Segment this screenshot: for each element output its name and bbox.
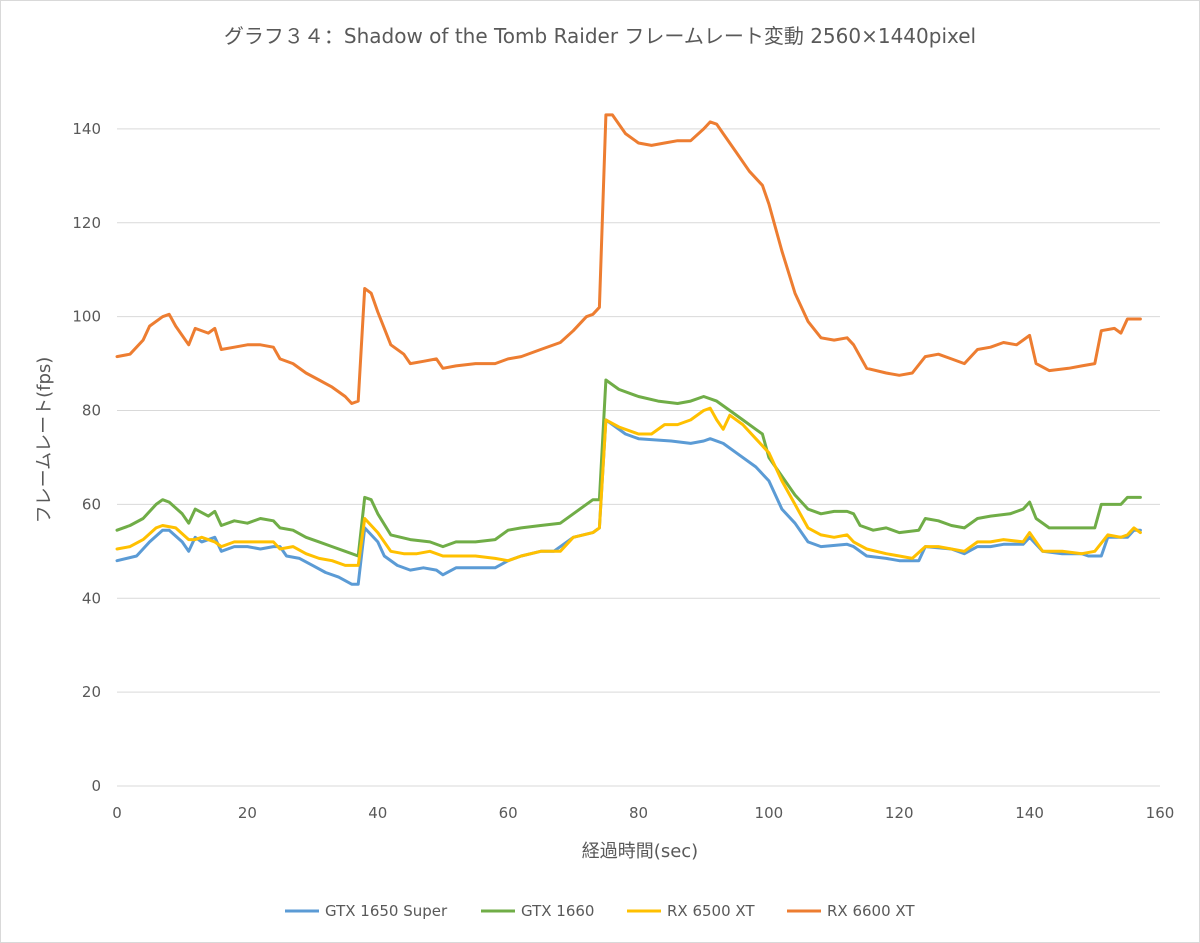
legend-label: GTX 1660 bbox=[521, 902, 594, 920]
series-line-rx-6600-xt bbox=[115, 113, 1142, 405]
legend-item: RX 6500 XT bbox=[627, 902, 755, 920]
x-tick-label: 60 bbox=[499, 804, 518, 822]
series-line-gtx-1660 bbox=[115, 378, 1142, 558]
gridlines bbox=[117, 128, 1160, 787]
x-tick-label: 120 bbox=[885, 804, 914, 822]
legend-label: GTX 1650 Super bbox=[325, 902, 448, 920]
x-tick-labels: 0 20 40 60 80 100 120 140 160 bbox=[112, 804, 1174, 822]
legend-label: RX 6500 XT bbox=[667, 902, 755, 920]
x-tick-label: 160 bbox=[1146, 804, 1175, 822]
legend-item: GTX 1650 Super bbox=[285, 902, 448, 920]
legend-label: RX 6600 XT bbox=[827, 902, 915, 920]
chart-title: グラフ３４：Shadow of the Tomb Raider フレームレート変… bbox=[224, 24, 976, 48]
x-tick-label: 140 bbox=[1015, 804, 1044, 822]
y-tick-label: 100 bbox=[72, 308, 101, 326]
y-tick-label: 0 bbox=[91, 777, 101, 795]
legend: GTX 1650 Super GTX 1660 RX 6500 XT RX 6600 … bbox=[285, 902, 915, 920]
y-tick-label: 120 bbox=[72, 214, 101, 232]
y-tick-label: 20 bbox=[82, 683, 101, 701]
y-tick-label: 60 bbox=[82, 495, 101, 513]
x-tick-label: 40 bbox=[368, 804, 387, 822]
x-tick-label: 0 bbox=[112, 804, 122, 822]
series-lines bbox=[115, 113, 1142, 586]
x-tick-label: 100 bbox=[755, 804, 784, 822]
legend-item: GTX 1660 bbox=[481, 902, 594, 920]
x-axis-title: 経過時間(sec) bbox=[582, 841, 698, 862]
x-tick-label: 20 bbox=[238, 804, 257, 822]
series-line-rx-6500-xt bbox=[115, 406, 1142, 567]
y-tick-label: 40 bbox=[82, 589, 101, 607]
y-tick-label: 80 bbox=[82, 402, 101, 420]
series-line-gtx-1650-super bbox=[115, 418, 1142, 586]
x-tick-label: 80 bbox=[629, 804, 648, 822]
y-axis-title: フレームレート(fps) bbox=[34, 357, 55, 524]
y-tick-labels: 0 20 40 60 80 100 120 140 bbox=[72, 120, 101, 795]
legend-item: RX 6600 XT bbox=[787, 902, 915, 920]
y-tick-label: 140 bbox=[72, 120, 101, 138]
